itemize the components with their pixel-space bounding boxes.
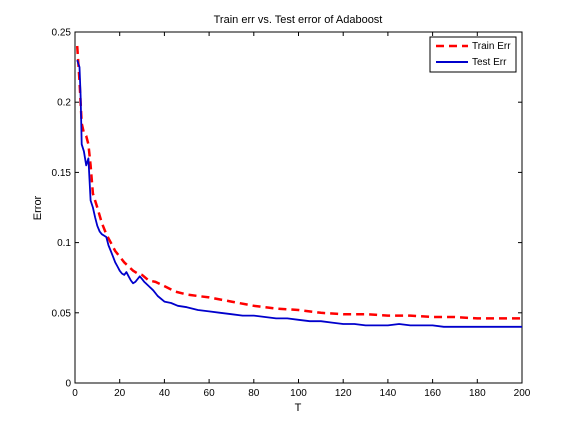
x-tick-label: 120 [335,388,352,399]
y-tick-label: 0.05 [52,308,72,319]
axis-ticks: 0 20 40 60 80 100 120 140 160 180 200 0 0.05 0.1 0.15 0… [52,28,531,400]
x-tick-label: 180 [469,388,486,399]
chart-title: Train err vs. Test error of Adaboost [214,14,383,26]
x-tick-label: 200 [514,388,531,399]
x-tick-label: 100 [290,388,307,399]
x-axis-label: T [295,402,302,414]
y-tick-label: 0.2 [57,98,71,109]
x-tick-label: 60 [204,388,216,399]
x-tick-label: 160 [424,388,441,399]
legend: Train Err Test Err [429,36,517,73]
x-tick-label: 0 [72,388,78,399]
series-line-train-err [75,45,522,320]
y-tick-label: 0.25 [52,28,72,39]
y-tick-label: 0 [65,379,71,390]
legend-label-test-err: Test Err [472,57,507,68]
y-axis-label: Error [32,195,44,220]
y-tick-label: 0.1 [57,238,71,249]
x-tick-label: 40 [159,388,171,399]
x-tick-label: 140 [380,388,397,399]
series-layer [75,45,522,328]
series-line-test-err [76,59,522,328]
x-tick-label: 80 [248,388,260,399]
legend-box [429,36,517,73]
plot-area [74,31,523,384]
x-tick-label: 20 [114,388,126,399]
y-tick-label: 0.15 [52,168,72,179]
legend-label-train-err: Train Err [472,41,511,52]
